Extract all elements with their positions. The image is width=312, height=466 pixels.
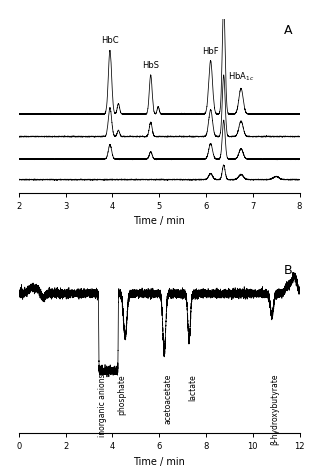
Text: acetoacetate: acetoacetate bbox=[163, 374, 172, 424]
X-axis label: Time / min: Time / min bbox=[133, 217, 185, 226]
Text: lactate: lactate bbox=[188, 374, 197, 401]
Text: B: B bbox=[284, 264, 293, 277]
X-axis label: Time / min: Time / min bbox=[133, 457, 185, 466]
Text: phosphate: phosphate bbox=[117, 374, 126, 415]
Text: β-hydroxybutyrate: β-hydroxybutyrate bbox=[271, 374, 280, 445]
Text: A: A bbox=[284, 24, 293, 37]
Text: HbC: HbC bbox=[101, 36, 119, 45]
Text: HbF: HbF bbox=[202, 47, 219, 55]
Text: HbA$_{1c}$: HbA$_{1c}$ bbox=[228, 71, 254, 83]
Text: inorganic anions: inorganic anions bbox=[98, 374, 107, 438]
Text: HbS: HbS bbox=[142, 61, 159, 70]
